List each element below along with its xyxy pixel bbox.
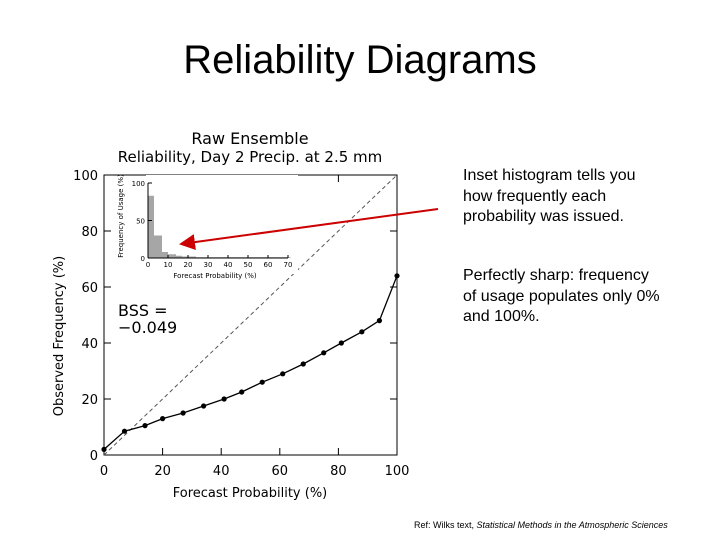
y-tick-label: 100 bbox=[73, 169, 98, 184]
x-tick-label: 20 bbox=[154, 464, 171, 479]
inset-y-tick-label: 100 bbox=[132, 180, 145, 188]
data-point bbox=[259, 379, 265, 385]
inset-x-tick-label: 60 bbox=[264, 261, 273, 269]
data-point bbox=[221, 396, 227, 402]
y-tick-label: 40 bbox=[81, 337, 98, 352]
chart-subtitle: Reliability, Day 2 Precip. at 2.5 mm bbox=[118, 148, 383, 166]
inset-x-tick-label: 70 bbox=[284, 261, 293, 269]
reference-citation: Ref: Wilks text, Statistical Methods in … bbox=[414, 520, 668, 530]
usage-histogram-inset: 0 50 100 0 10 20 30 40 50 60 70 bbox=[132, 175, 298, 274]
y-tick-label: 0 bbox=[90, 449, 98, 464]
inset-x-tick-label: 20 bbox=[184, 261, 193, 269]
data-point bbox=[121, 428, 128, 434]
x-tick-label: 60 bbox=[272, 464, 289, 479]
data-point bbox=[359, 329, 365, 335]
usage-bar bbox=[162, 252, 168, 258]
data-point bbox=[394, 273, 400, 279]
x-axis-label: Forecast Probability (%) bbox=[173, 486, 328, 501]
inset-y-tick-label: 50 bbox=[136, 218, 145, 226]
data-point bbox=[239, 389, 245, 395]
usage-bar bbox=[188, 256, 196, 258]
x-tick-label: 0 bbox=[100, 464, 108, 479]
bss-value: −0.049 bbox=[118, 318, 177, 337]
reliability-curve bbox=[103, 275, 398, 450]
data-point bbox=[142, 423, 148, 429]
usage-bar bbox=[154, 235, 162, 258]
chart-title: Raw Ensemble bbox=[191, 129, 308, 148]
inset-x-tick-label: 10 bbox=[164, 261, 173, 269]
data-point bbox=[180, 410, 186, 416]
y-tick-label: 80 bbox=[81, 225, 98, 240]
inset-x-tick-label: 50 bbox=[244, 261, 253, 269]
x-tick-label: 100 bbox=[385, 464, 410, 479]
inset-y-axis-label: Frequency of Usage (%) bbox=[117, 174, 125, 258]
inset-background bbox=[146, 175, 298, 274]
reliability-chart: Raw Ensemble Reliability, Day 2 Precip. … bbox=[52, 129, 410, 501]
x-tick-label: 80 bbox=[330, 464, 347, 479]
data-point bbox=[280, 371, 286, 377]
inset-x-tick-label: 30 bbox=[204, 261, 213, 269]
data-point bbox=[321, 350, 327, 356]
usage-bar bbox=[176, 255, 182, 258]
slide-title: Reliability Diagrams bbox=[183, 38, 537, 82]
data-point bbox=[160, 416, 166, 422]
inset-x-tick-label: 0 bbox=[146, 261, 150, 269]
reference-prefix: Ref: Wilks text, bbox=[414, 520, 477, 530]
inset-x-tick-label: 40 bbox=[224, 261, 233, 269]
data-point bbox=[338, 340, 344, 346]
reference-book-title: Statistical Methods in the Atmospheric S… bbox=[476, 520, 668, 530]
bss-label: BSS = bbox=[118, 301, 168, 320]
inset-histogram-note: Inset histogram tells you how frequently… bbox=[463, 167, 636, 225]
data-point bbox=[201, 403, 207, 409]
y-tick-label: 60 bbox=[81, 281, 98, 296]
inset-y-tick-label: 0 bbox=[141, 255, 145, 263]
data-point bbox=[300, 361, 306, 367]
perfectly-sharp-note: Perfectly sharp: frequency of usage popu… bbox=[463, 267, 660, 325]
y-axis-label: Observed Frequency (%) bbox=[52, 256, 67, 416]
y-tick-label: 20 bbox=[81, 393, 98, 408]
data-point bbox=[101, 446, 107, 452]
inset-x-axis-label: Forecast Probability (%) bbox=[173, 272, 256, 280]
usage-bar bbox=[168, 254, 176, 258]
data-point bbox=[376, 318, 383, 324]
x-tick-label: 40 bbox=[213, 464, 230, 479]
usage-bar bbox=[148, 195, 154, 258]
usage-bar bbox=[182, 256, 188, 258]
